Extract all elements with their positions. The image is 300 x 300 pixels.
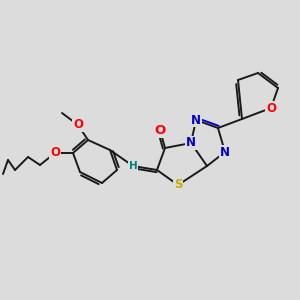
Text: O: O — [266, 101, 276, 115]
Text: N: N — [220, 146, 230, 158]
Text: N: N — [186, 136, 196, 149]
Text: S: S — [174, 178, 182, 191]
Text: N: N — [191, 113, 201, 127]
Text: O: O — [50, 146, 60, 160]
Text: O: O — [73, 118, 83, 131]
Text: H: H — [129, 161, 137, 171]
Text: O: O — [154, 124, 166, 136]
